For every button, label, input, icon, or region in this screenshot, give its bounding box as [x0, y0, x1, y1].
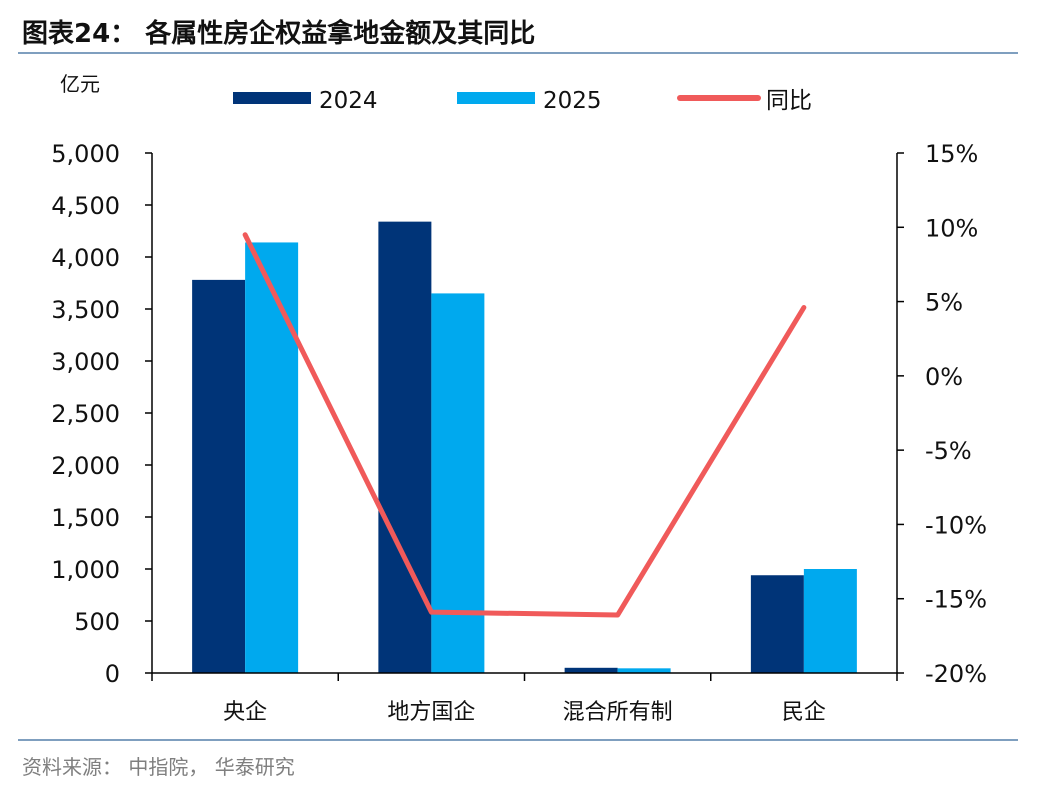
category-label: 央企 — [223, 700, 267, 725]
left-axis: 0 500 1,000 1,500 2,000 2,500 3,000 3,500 4,000 4… — [51, 140, 153, 688]
left-tick-label: 500 — [74, 608, 120, 636]
legend-swatch-2025 — [457, 92, 535, 104]
legend: 2024 2025 同比 — [233, 88, 812, 114]
right-tick-label: -20% — [925, 660, 987, 688]
left-tick-label: 1,500 — [51, 504, 120, 532]
category-label: 民企 — [782, 700, 826, 725]
left-tick-label: 3,500 — [51, 296, 120, 324]
right-tick-label: -10% — [925, 511, 987, 539]
bar-2025-2 — [431, 293, 485, 673]
right-tick-label: -5% — [925, 437, 972, 465]
bar-2025-3 — [617, 668, 671, 673]
left-tick-label: 2,000 — [51, 452, 120, 480]
line-series — [242, 232, 807, 618]
source-note: 资料来源： 中指院， 华泰研究 — [22, 755, 295, 779]
category-label: 地方国企 — [387, 700, 475, 725]
left-tick-label: 5,000 — [51, 140, 120, 168]
left-tick-label: 4,500 — [51, 192, 120, 220]
category-label: 混合所有制 — [563, 700, 673, 725]
bar-series — [192, 221, 857, 673]
right-tick-label: 5% — [925, 289, 963, 317]
legend-label-2025: 2025 — [543, 88, 602, 114]
chart-title: 图表24： 各属性房企权益拿地金额及其同比 — [22, 18, 535, 49]
yoy-line — [242, 232, 807, 618]
bar-2024-1 — [192, 279, 246, 673]
bar-2025-4 — [803, 569, 857, 673]
bar-2024-3 — [564, 667, 618, 673]
left-tick-label: 0 — [105, 660, 120, 688]
left-tick-label: 4,000 — [51, 244, 120, 272]
legend-label-yoy: 同比 — [766, 88, 812, 114]
right-tick-label: 15% — [925, 140, 978, 168]
right-tick-label: 10% — [925, 214, 978, 242]
legend-label-2024: 2024 — [319, 88, 378, 114]
right-tick-label: 0% — [925, 363, 963, 391]
bar-2025-1 — [245, 242, 299, 673]
bar-2024-4 — [750, 575, 804, 673]
right-tick-label: -15% — [925, 586, 987, 614]
legend-swatch-2024 — [233, 92, 311, 104]
bar-2024-2 — [378, 221, 432, 673]
left-tick-label: 1,000 — [51, 556, 120, 584]
right-axis: -20% -15% -10% -5% 0% 5% 10% 15% — [896, 140, 987, 688]
left-tick-label: 3,000 — [51, 348, 120, 376]
left-axis-unit: 亿元 — [60, 72, 100, 96]
x-axis: 央企 地方国企 混合所有制 民企 — [151, 672, 898, 725]
left-tick-label: 2,500 — [51, 400, 120, 428]
